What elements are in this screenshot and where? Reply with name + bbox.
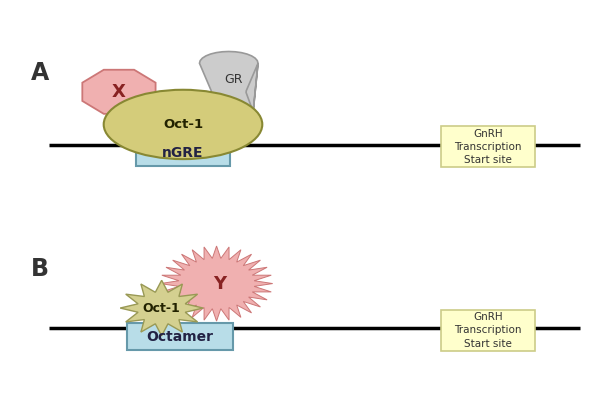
Text: X: X <box>112 83 126 101</box>
Text: Oct-1: Oct-1 <box>163 118 203 131</box>
Polygon shape <box>160 246 273 321</box>
FancyBboxPatch shape <box>440 126 536 167</box>
Polygon shape <box>82 70 156 114</box>
FancyBboxPatch shape <box>440 310 536 351</box>
Text: nGRE: nGRE <box>162 146 204 160</box>
Text: Octamer: Octamer <box>146 330 214 344</box>
Ellipse shape <box>104 90 262 159</box>
Text: GR: GR <box>224 73 243 86</box>
Polygon shape <box>120 280 203 336</box>
Text: GnRH
Transcription
Start site: GnRH Transcription Start site <box>454 129 522 165</box>
FancyBboxPatch shape <box>135 140 230 166</box>
Polygon shape <box>199 51 258 120</box>
Text: B: B <box>30 257 49 281</box>
Text: Oct-1: Oct-1 <box>143 302 181 315</box>
Text: GnRH
Transcription
Start site: GnRH Transcription Start site <box>454 312 522 349</box>
FancyBboxPatch shape <box>127 323 233 350</box>
Text: A: A <box>30 62 49 85</box>
Text: Y: Y <box>213 275 226 293</box>
